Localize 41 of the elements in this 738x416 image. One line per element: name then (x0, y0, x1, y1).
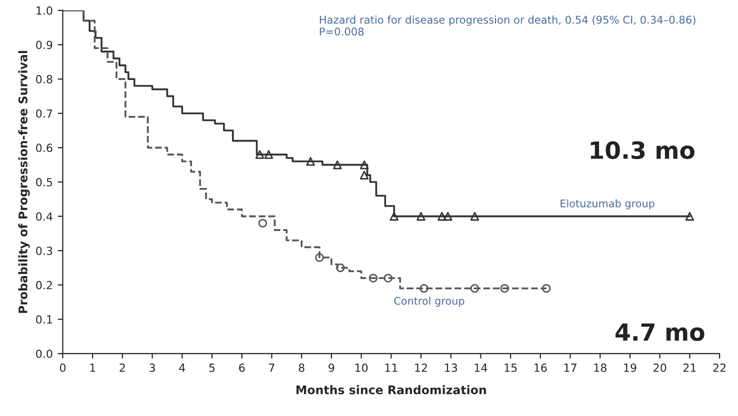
y-tick-label: 1.0 (36, 6, 52, 15)
y-tick-label: 0.8 (36, 75, 52, 84)
y-tick-label: 0.1 (36, 315, 52, 324)
x-tick-label: 13 (445, 364, 458, 372)
x-tick-label: 20 (654, 364, 666, 372)
x-tick-label: 5 (209, 364, 215, 372)
x-tick-label: 21 (683, 364, 696, 372)
y-tick-label: 0.4 (36, 212, 52, 221)
x-tick-label: 0 (60, 364, 66, 372)
x-tick-label: 16 (534, 364, 547, 372)
x-tick-label: 2 (120, 364, 125, 372)
annotation: Hazard ratio for disease progression or death, 0.54 (95% CI, 0.34–0.86) P=0.008 (320, 16, 696, 36)
y-tick-label: 0.3 (36, 246, 52, 256)
x-tick-label: 9 (328, 364, 334, 372)
x-tick-label: 10 (355, 364, 368, 372)
y-tick-label: 0.6 (36, 144, 52, 152)
x-tick-label: 11 (385, 364, 398, 372)
x-tick-label: 22 (713, 364, 726, 372)
y-tick-label: 0.2 (36, 280, 52, 290)
x-tick-label: 3 (150, 364, 155, 372)
series-label: Elotuzumab group (560, 199, 654, 210)
annotation: 10.3 mo (590, 141, 694, 160)
series-label: Control group (394, 296, 464, 307)
annotation: 4.7 mo (616, 323, 704, 341)
x-tick-label: 1 (90, 364, 96, 372)
x-tick-label: 4 (179, 364, 186, 372)
y-tick-label: 0.0 (36, 350, 52, 358)
x-axis-title: Months since Randomization (296, 385, 486, 394)
y-tick-label: 0.9 (36, 40, 52, 50)
x-tick-label: 8 (298, 364, 304, 372)
x-tick-label: 18 (594, 364, 606, 372)
y-tick-label: 0.7 (36, 109, 52, 118)
x-tick-label: 7 (269, 364, 274, 372)
y-tick-label: 0.5 (36, 178, 52, 186)
x-tick-label: 17 (564, 364, 576, 372)
x-tick-label: 14 (474, 364, 488, 372)
x-tick-label: 15 (504, 364, 517, 372)
x-tick-label: 12 (415, 364, 427, 372)
y-axis-title: Probability of Progression-free Survival (18, 50, 30, 313)
x-tick-label: 19 (624, 364, 636, 372)
x-tick-label: 6 (239, 364, 245, 372)
